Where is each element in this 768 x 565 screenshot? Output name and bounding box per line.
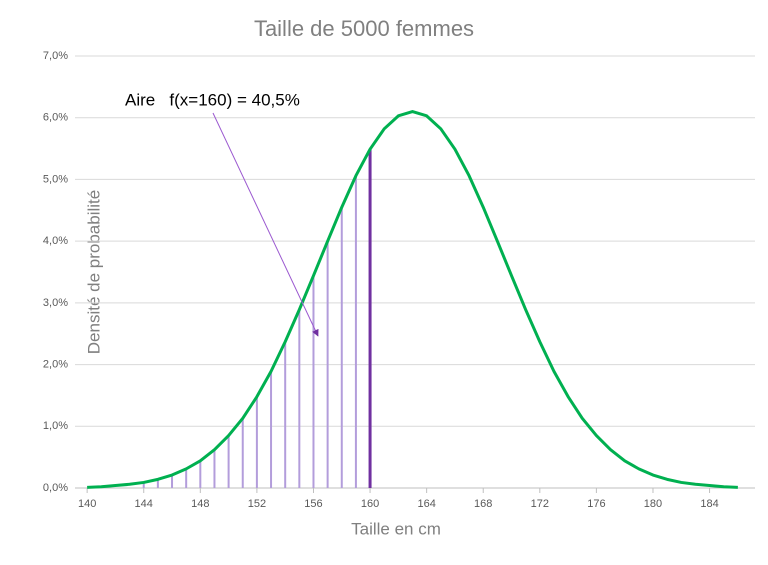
chart-title: Taille de 5000 femmes bbox=[254, 16, 474, 41]
x-tick-label: 172 bbox=[531, 498, 549, 510]
x-tick-label: 144 bbox=[135, 498, 153, 510]
y-tick-label: 5,0% bbox=[43, 173, 68, 185]
x-tick-label: 168 bbox=[474, 498, 492, 510]
x-tick-label: 140 bbox=[78, 498, 96, 510]
x-tick-label: 148 bbox=[191, 498, 209, 510]
y-tick-label: 1,0% bbox=[43, 420, 68, 432]
x-tick-label: 156 bbox=[304, 498, 322, 510]
y-axis-label: Densité de probabilité bbox=[84, 190, 103, 354]
y-tick-label: 0,0% bbox=[43, 482, 68, 494]
y-tick-label: 4,0% bbox=[43, 235, 68, 247]
x-tick-label: 180 bbox=[644, 498, 662, 510]
x-axis-label: Taille en cm bbox=[351, 519, 441, 538]
x-tick-label: 164 bbox=[417, 498, 435, 510]
x-tick-label: 152 bbox=[248, 498, 266, 510]
density-line bbox=[87, 110, 738, 489]
y-tick-label: 3,0% bbox=[43, 297, 68, 309]
y-tick-label: 6,0% bbox=[43, 112, 68, 124]
x-tick-label: 176 bbox=[587, 498, 605, 510]
x-tick-label: 184 bbox=[700, 498, 718, 510]
y-tick-label: 7,0% bbox=[43, 50, 68, 62]
annotation-arrow bbox=[212, 112, 319, 337]
y-tick-label: 2,0% bbox=[43, 358, 68, 370]
x-tick-label: 160 bbox=[361, 498, 379, 510]
annotation: Aire f(x=160) = 40,5% bbox=[125, 90, 300, 109]
